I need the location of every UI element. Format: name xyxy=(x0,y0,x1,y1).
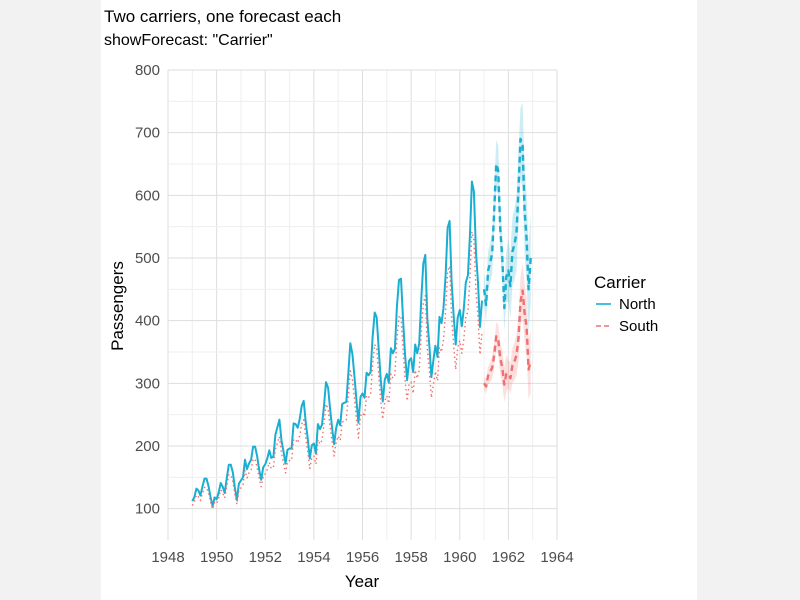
series-line-south xyxy=(191,231,483,510)
x-tick-label: 1948 xyxy=(151,549,184,566)
y-tick-label: 600 xyxy=(135,187,160,204)
y-tick-label: 500 xyxy=(135,250,160,267)
x-tick-label: 1962 xyxy=(492,549,525,566)
y-tick-label: 400 xyxy=(135,313,160,330)
x-axis-title: Year xyxy=(345,572,380,591)
x-tick-label: 1958 xyxy=(394,549,427,566)
chart-title: Two carriers, one forecast each xyxy=(104,7,342,26)
legend-label-south: South xyxy=(619,318,658,335)
y-tick-label: 100 xyxy=(135,501,160,518)
x-tick-label: 1954 xyxy=(297,549,330,566)
chart-subtitle: showForecast: "Carrier" xyxy=(104,32,273,49)
x-tick-label: 1952 xyxy=(249,549,282,566)
series-lines xyxy=(191,137,532,510)
y-axis-title: Passengers xyxy=(108,261,127,351)
legend: Carrier North South xyxy=(594,273,658,335)
forecast-line-south xyxy=(483,289,532,388)
legend-title: Carrier xyxy=(594,273,646,292)
legend-label-north: North xyxy=(619,296,656,313)
grid xyxy=(167,69,558,540)
x-tick-label: 1950 xyxy=(200,549,233,566)
y-tick-label: 800 xyxy=(135,62,160,79)
forecast-line-north xyxy=(482,137,532,310)
x-tick-labels: 1948 1950 1952 1954 1956 1958 1960 1962 1964 xyxy=(151,549,573,566)
y-tick-label: 700 xyxy=(135,125,160,142)
series-line-north xyxy=(191,180,483,508)
x-tick-label: 1960 xyxy=(443,549,476,566)
x-tick-label: 1964 xyxy=(540,549,573,566)
y-tick-labels: 100 200 300 400 500 600 700 800 xyxy=(135,62,160,518)
y-tick-label: 200 xyxy=(135,438,160,455)
x-tick-label: 1956 xyxy=(346,549,379,566)
y-tick-label: 300 xyxy=(135,375,160,392)
